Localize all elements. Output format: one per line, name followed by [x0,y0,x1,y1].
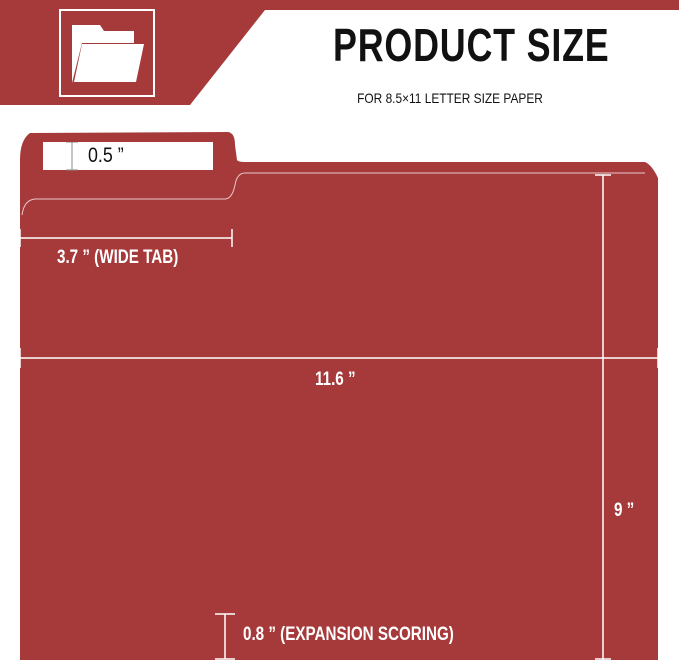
header-banner [0,0,679,105]
page-subtitle: FOR 8.5×11 LETTER SIZE PAPER [357,90,543,106]
folder-icon [72,25,144,83]
height-label: 9 ” [614,500,635,521]
tab-height-label: 0.5 ” [88,144,124,167]
tab-height-marker [66,142,78,171]
width-label: 11.6 ” [315,369,356,390]
tab-label-area [43,142,213,170]
expansion-label: 0.8 ” (EXPANSION SCORING) [243,624,454,645]
page-title: PRODUCT SIZE [333,19,610,71]
tab-width-label: 3.7 ” (WIDE TAB) [57,247,179,268]
